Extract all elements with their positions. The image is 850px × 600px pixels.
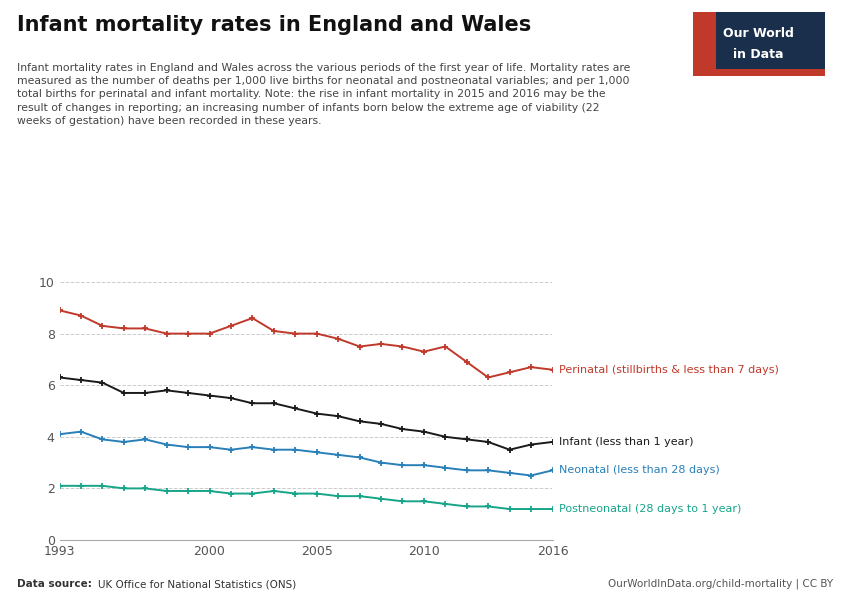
- Bar: [693, 69, 824, 76]
- Text: Perinatal (stillbirths & less than 7 days): Perinatal (stillbirths & less than 7 day…: [559, 365, 779, 375]
- Text: Infant mortality rates in England and Wales: Infant mortality rates in England and Wa…: [17, 15, 531, 35]
- Text: Postneonatal (28 days to 1 year): Postneonatal (28 days to 1 year): [559, 504, 741, 514]
- Text: Data source:: Data source:: [17, 579, 95, 589]
- Text: Infant mortality rates in England and Wales across the various periods of the fi: Infant mortality rates in England and Wa…: [17, 63, 631, 126]
- Text: Infant (less than 1 year): Infant (less than 1 year): [559, 437, 694, 447]
- Text: OurWorldInData.org/child-mortality | CC BY: OurWorldInData.org/child-mortality | CC …: [608, 578, 833, 589]
- Text: in Data: in Data: [734, 48, 784, 61]
- Text: Neonatal (less than 28 days): Neonatal (less than 28 days): [559, 466, 720, 475]
- Bar: [693, 12, 717, 69]
- Text: Our World: Our World: [723, 27, 794, 40]
- Text: UK Office for National Statistics (ONS): UK Office for National Statistics (ONS): [98, 579, 296, 589]
